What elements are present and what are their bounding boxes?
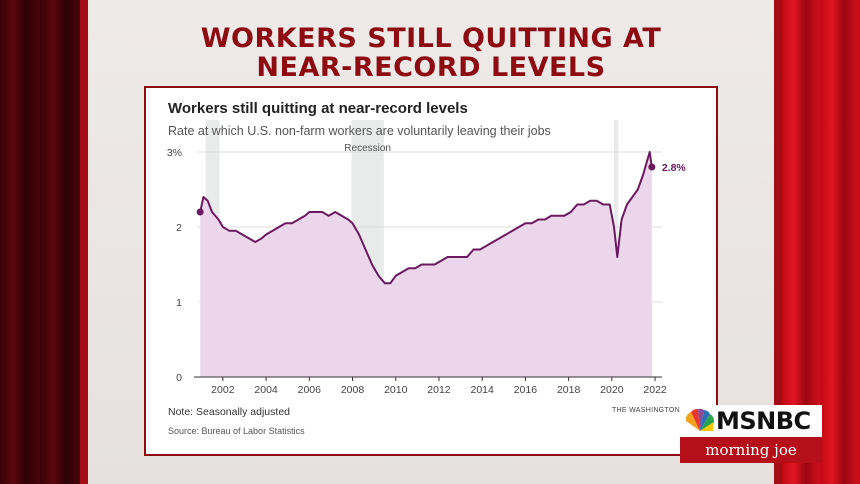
x-tick-label: 2018	[557, 384, 581, 396]
y-tick-label: 0	[176, 372, 182, 384]
series-end-point	[648, 163, 656, 171]
background-left-panel	[0, 0, 80, 484]
x-tick-label: 2002	[211, 384, 235, 396]
x-tick-label: 2014	[471, 384, 495, 396]
chart-note: Note: Seasonally adjusted	[168, 406, 290, 418]
x-tick-label: 2016	[514, 384, 538, 396]
x-tick-label: 2012	[427, 384, 451, 396]
background-right-panel	[782, 0, 860, 484]
y-tick-label: 1	[176, 297, 182, 309]
logo-bottom-band: morning joe	[680, 437, 822, 463]
y-tick-label: 3%	[167, 147, 182, 159]
headline-line-1: WORKERS STILL QUITTING AT	[200, 23, 662, 54]
headline-line-2: NEAR-RECORD LEVELS	[256, 52, 606, 83]
background-left-stripe	[80, 0, 88, 484]
x-tick-label: 2010	[384, 384, 408, 396]
logo-top-band: MSNBC	[680, 405, 822, 437]
chart-title: Workers still quitting at near-record le…	[168, 100, 468, 117]
end-value-label: 2.8%	[662, 162, 687, 174]
series-line	[199, 151, 653, 285]
x-tick-label: 2006	[298, 384, 322, 396]
x-tick-label: 2004	[254, 384, 278, 396]
x-tick-label: 2008	[341, 384, 365, 396]
network-logo: MSNBC morning joe	[680, 405, 822, 463]
headline: WORKERS STILL QUITTING AT NEAR-RECORD LE…	[88, 24, 774, 82]
series-start-point	[196, 208, 204, 216]
logo-show-name: morning joe	[705, 441, 797, 459]
x-tick-label: 2022	[643, 384, 667, 396]
peacock-icon	[685, 408, 715, 431]
recession-label: Recession	[344, 143, 391, 154]
area-chart: Recession 0 1 2 3% 2.8% 2002 2004 2006 2008 2010 20…	[167, 120, 687, 396]
logo-network-name: MSNBC	[716, 407, 811, 435]
chart-subtitle: Rate at which U.S. non-farm workers are …	[168, 124, 551, 138]
y-tick-label: 2	[176, 222, 182, 234]
x-tick-label: 2020	[600, 384, 624, 396]
chart-credit: THE WASHINGTON POST	[612, 407, 682, 414]
chart-card: Recession 0 1 2 3% 2.8% 2002 2004 2006 2008 2010 20…	[144, 86, 718, 456]
chart-source: Source: Bureau of Labor Statistics	[168, 426, 305, 436]
background-right-stripe	[774, 0, 782, 484]
